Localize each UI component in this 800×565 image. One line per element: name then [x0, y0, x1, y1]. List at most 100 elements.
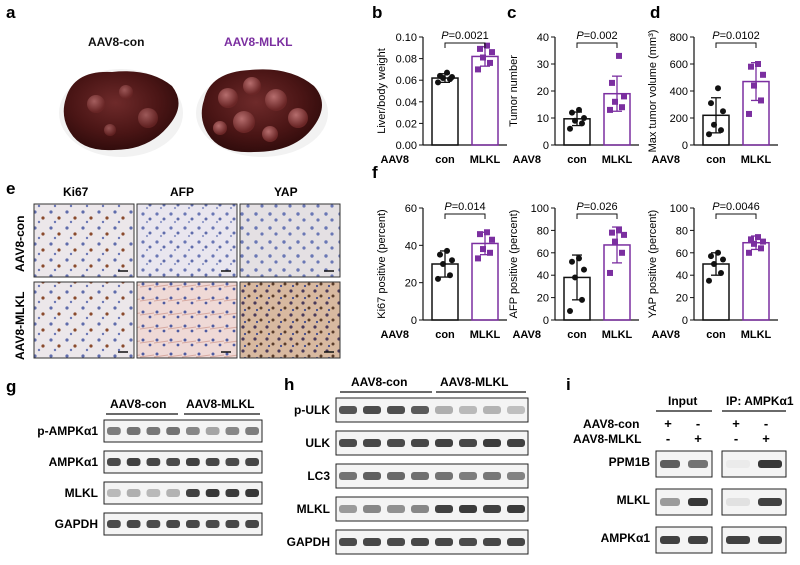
blot-i-mark: +: [694, 431, 702, 446]
ihc-column-ki67: Ki67: [63, 185, 89, 199]
blot-i-mark: +: [732, 416, 740, 431]
chart-f1-point: [444, 247, 450, 254]
blot-h-band-label: p-ULK: [294, 403, 330, 417]
chart-f2-category: con: [567, 329, 587, 341]
blot-g-band: [126, 427, 141, 435]
chart-c-point: [567, 125, 573, 132]
chart-f3-point: [718, 269, 724, 276]
chart-d-pvalue: P=0.0102: [712, 30, 759, 42]
chart-c-point: [609, 79, 615, 86]
chart-f1-category: MLKL: [470, 329, 501, 341]
blot-i-band: [660, 460, 680, 468]
chart-b-ytick-label: 0.10: [396, 32, 417, 44]
bar-charts: b 0.00 0.02 0.04 0.06 0.08 0.10 Liver/body weig…: [372, 3, 778, 341]
chart-b-pvalue: P=0.0021: [441, 30, 488, 42]
chart-d-ytick-label: 200: [670, 113, 688, 125]
chart-f1-point: [449, 257, 455, 264]
blot-g-band: [205, 489, 220, 497]
panel-a-group-mlkl: AAV8-MLKL: [224, 35, 292, 49]
chart-b-point: [449, 73, 455, 80]
chart-b-ytick-label: 0.08: [396, 54, 417, 66]
chart-f1-ytick-label: 0: [411, 315, 417, 327]
chart-f2-point: [567, 308, 573, 315]
blot-h-band-label: ULK: [305, 436, 330, 450]
blot-g-band: [126, 520, 141, 528]
chart-b-point: [475, 66, 481, 73]
chart-d-point: [746, 110, 752, 117]
blot-h-band: [507, 406, 525, 414]
chart-f2-ytick-label: 80: [537, 225, 549, 237]
blot-h-band: [339, 538, 357, 546]
ihc-image-grid: [33, 203, 341, 359]
blot-h-band: [435, 505, 453, 513]
chart-f2-ytick-label: 20: [537, 293, 549, 305]
blot-g-band: [205, 458, 220, 466]
chart-f2-ytick-label: 100: [531, 203, 549, 215]
blot-h-band: [459, 406, 477, 414]
blot-g-band-label: AMPKα1: [49, 455, 99, 469]
blot-h-band: [363, 538, 381, 546]
blot-h-band: [387, 472, 405, 480]
blot-h-band: [459, 505, 477, 513]
chart-f3-point: [746, 249, 752, 256]
chart-b-ytick-label: 0.06: [396, 75, 417, 87]
blot-h-band: [363, 439, 381, 447]
chart-d-xaxis-title: AAV8: [651, 154, 680, 166]
chart-b-point: [489, 49, 495, 56]
chart-f2-point: [619, 249, 625, 256]
blot-h-band: [363, 472, 381, 480]
blot-g-band: [166, 427, 180, 435]
chart-f2-point: [609, 229, 615, 236]
chart-f1-ytick-label: 40: [405, 240, 417, 252]
chart-c-point: [576, 106, 582, 113]
chart-f3-category: MLKL: [741, 329, 772, 341]
blot-g-band-label: MLKL: [65, 486, 98, 500]
blot-g-band: [146, 489, 161, 497]
blot-h-band: [363, 406, 381, 414]
chart-c-ytick-label: 0: [543, 140, 549, 152]
chart-f2-point: [576, 255, 582, 262]
chart-b-point: [487, 59, 493, 66]
chart-d-point: [708, 100, 714, 107]
blot-i-band: [758, 498, 782, 506]
chart-f1-point: [489, 236, 495, 243]
chart-b-bracket: [444, 42, 486, 48]
chart-f2-ytick-label: 60: [537, 248, 549, 260]
chart-d: d 0 200 400 600 800 Max tumor volume (mm³)AAV8…: [647, 3, 778, 166]
blot-g-group-con: AAV8-con: [110, 397, 166, 411]
blot-g-band: [186, 520, 200, 528]
blot-g-band: [166, 520, 180, 528]
blot-h-band: [483, 406, 501, 414]
chart-c-ytick-label: 10: [537, 113, 549, 125]
blot-g-band: [245, 520, 259, 528]
chart-c-xaxis-title: AAV8: [512, 154, 541, 166]
chart-f2-bracket: [576, 213, 618, 219]
chart-f3-ytick-label: 20: [676, 293, 688, 305]
chart-b-xaxis-title: AAV8: [380, 154, 409, 166]
chart-d-ytick-label: 400: [670, 86, 688, 98]
blot-h-band: [339, 505, 357, 513]
chart-d-point: [755, 61, 761, 67]
chart-f1-letter: f: [372, 163, 378, 182]
chart-f3-point: [715, 249, 721, 256]
panel-a-group-con: AAV8-con: [88, 35, 144, 49]
chart-c-point: [607, 106, 613, 113]
chart-f2-xaxis-title: AAV8: [512, 329, 541, 341]
chart-c-bracket: [576, 42, 618, 48]
blot-g-band: [245, 458, 259, 466]
chart-f3-ytick-label: 40: [676, 270, 688, 282]
chart-d-point: [718, 127, 724, 134]
blot-g-band: [146, 520, 161, 528]
blot-g-band: [245, 489, 259, 497]
blot-g-band-box: [103, 450, 263, 474]
blot-h-group-con: AAV8-con: [351, 375, 407, 389]
chart-b-bar: [431, 77, 459, 146]
chart-d-point: [758, 97, 764, 104]
blot-h-group-mlkl: AAV8-MLKL: [440, 375, 508, 389]
blot-h-band: [507, 472, 525, 480]
blot-i-section-input: Input: [668, 394, 697, 408]
chart-d-point: [711, 121, 717, 128]
chart-f3-pvalue: P=0.0046: [712, 201, 759, 213]
blot-h-band: [363, 505, 381, 513]
